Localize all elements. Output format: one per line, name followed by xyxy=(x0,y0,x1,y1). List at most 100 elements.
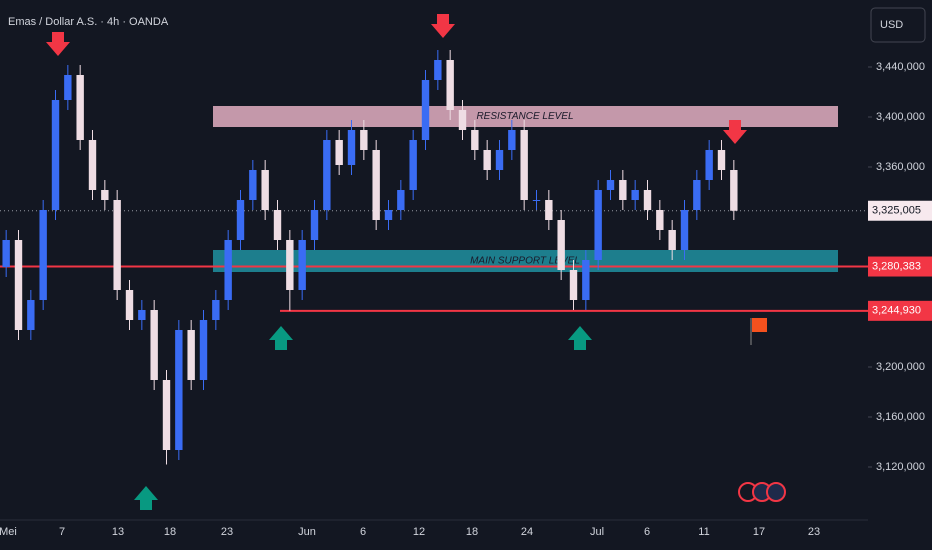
price-tag xyxy=(868,256,932,277)
candle-body xyxy=(446,60,454,110)
last-price-label: 3,325,005 xyxy=(872,205,921,217)
candle-body xyxy=(717,150,726,170)
candle-body xyxy=(347,130,356,165)
candle-body xyxy=(2,240,10,267)
candle-body xyxy=(335,140,343,165)
x-tick-label: 23 xyxy=(808,526,820,538)
x-tick-label: 24 xyxy=(521,526,533,538)
candle-body xyxy=(162,380,171,450)
candle-body xyxy=(508,130,516,150)
down-arrow xyxy=(723,120,747,144)
x-tick-label: Mei xyxy=(0,526,17,538)
event-icon[interactable] xyxy=(766,482,786,502)
candle-body xyxy=(384,210,393,220)
candle-body xyxy=(51,100,60,210)
x-tick-label: 18 xyxy=(466,526,478,538)
candle-body xyxy=(199,320,208,380)
x-tick-label: 11 xyxy=(698,526,709,538)
candle-body xyxy=(545,200,553,220)
candle-body xyxy=(212,300,220,320)
candle-body xyxy=(310,210,319,240)
candle-body xyxy=(397,190,405,210)
candle-body xyxy=(261,170,269,210)
candle-body xyxy=(693,180,701,210)
chart-title: Emas / Dollar A.S. · 4h · OANDA xyxy=(8,16,169,28)
up-arrow xyxy=(568,326,592,350)
candle-body xyxy=(39,210,47,300)
candle-body xyxy=(680,210,689,250)
up-arrow xyxy=(269,326,293,350)
candle-body xyxy=(520,130,528,200)
y-tick-label: 3,120,000 xyxy=(876,461,925,473)
x-tick-label: 12 xyxy=(413,526,425,538)
y-tick-label: 3,160,000 xyxy=(876,411,925,423)
y-tick-label: 3,440,000 xyxy=(876,61,925,73)
x-tick-label: 6 xyxy=(644,526,650,538)
x-tick-label: 13 xyxy=(112,526,124,538)
y-tick-label: 3,360,000 xyxy=(876,161,925,173)
price-tag-label: 3,244,930 xyxy=(872,305,921,317)
plot: RESISTANCE LEVEL MAIN SUPPORT LEVEL xyxy=(0,50,868,465)
price-tag-label: 3,280,383 xyxy=(872,260,921,272)
candle-body xyxy=(88,140,97,190)
down-arrow xyxy=(431,14,455,38)
zone-label: MAIN SUPPORT LEVEL xyxy=(470,256,580,267)
candle-body xyxy=(76,75,84,140)
candle-body xyxy=(175,330,183,450)
candle-body xyxy=(101,190,109,200)
candle-body xyxy=(138,310,146,320)
candle-body xyxy=(631,190,639,200)
candle-body xyxy=(730,170,738,211)
x-tick-label: Jun xyxy=(298,526,316,538)
currency-button[interactable] xyxy=(870,7,926,43)
candle-body xyxy=(409,140,417,190)
candle-body xyxy=(619,180,627,200)
candle-body xyxy=(483,150,491,170)
candle-body xyxy=(606,180,615,190)
candle-body xyxy=(557,220,565,270)
zone xyxy=(213,106,838,127)
x-tick-label: 23 xyxy=(221,526,233,538)
candle-body xyxy=(249,170,257,200)
candle-body xyxy=(532,200,541,201)
zone-label: RESISTANCE LEVEL xyxy=(476,111,573,122)
candle-body xyxy=(14,240,23,330)
price-tag xyxy=(868,300,932,321)
candle-body xyxy=(643,190,652,210)
candle-body xyxy=(421,80,430,140)
candle-body xyxy=(224,240,232,300)
candle-body xyxy=(582,260,590,300)
x-tick-label: 18 xyxy=(164,526,176,538)
candle-body xyxy=(236,200,245,240)
candle-body xyxy=(668,230,676,250)
y-tick-label: 3,400,000 xyxy=(876,111,925,123)
x-tick-label: 7 xyxy=(59,526,65,538)
down-arrow xyxy=(46,32,70,56)
last-price-tag xyxy=(868,200,932,221)
candle-body xyxy=(372,150,380,220)
candle-body xyxy=(286,240,294,290)
up-arrow xyxy=(134,486,158,510)
y-tick-label: 3,200,000 xyxy=(876,361,925,373)
candle-body xyxy=(323,140,331,210)
candle-body xyxy=(64,75,72,100)
candle-body xyxy=(113,200,121,290)
candle-body xyxy=(495,150,504,170)
candle-body xyxy=(298,240,306,290)
currency-label: USD xyxy=(880,19,903,31)
x-tick-label: 17 xyxy=(753,526,765,538)
candle-body xyxy=(569,270,578,300)
candle-body xyxy=(656,210,664,230)
candle-body xyxy=(273,210,282,240)
candle-body xyxy=(458,110,467,130)
candle-body xyxy=(187,330,195,380)
candle-body xyxy=(434,60,442,80)
candle-body xyxy=(594,190,602,260)
arrows xyxy=(46,14,786,510)
candle-body xyxy=(27,300,35,330)
x-tick-label: 6 xyxy=(360,526,366,538)
flag xyxy=(752,318,767,332)
